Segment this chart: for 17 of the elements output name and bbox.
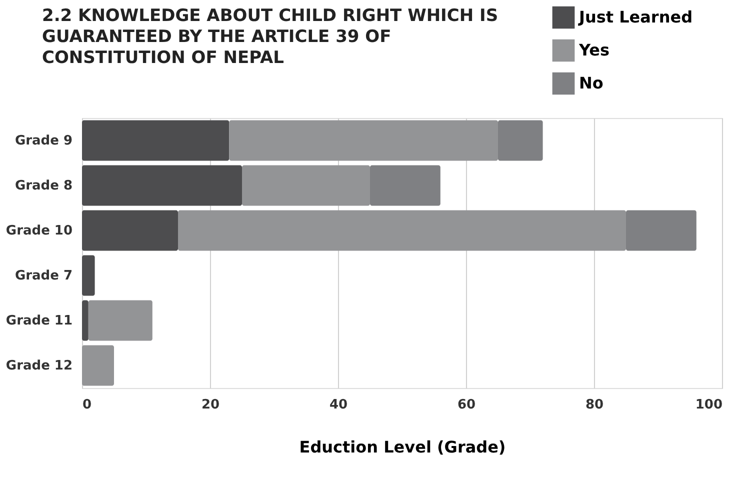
- x-tick-label: 0: [82, 398, 92, 412]
- x-tick-label: 80: [585, 398, 604, 412]
- legend-label: Just Learned: [578, 8, 693, 26]
- legend-label: No: [579, 74, 604, 92]
- y-tick-label: Grade 9: [14, 134, 72, 148]
- x-tick-label: 20: [201, 398, 220, 412]
- y-tick-label: Grade 7: [14, 268, 72, 284]
- x-tick-label: 100: [695, 398, 722, 412]
- x-axis-title: Eduction Level (Grade): [299, 438, 506, 456]
- x-tick-label: 40: [329, 398, 348, 412]
- y-tick-label: Grade 8: [14, 178, 72, 194]
- x-tick-label: 60: [457, 398, 476, 412]
- y-tick-label: Grade 10: [6, 224, 72, 238]
- chart-title: 2.2 KNOWLEDGE ABOUT CHILD RIGHT WHICH IS GUARANTEED BY THE ARTICLE 39 OF CONSTITUTION OF NEPAL: [42, 6, 498, 68]
- y-tick-label: Grade 12: [6, 358, 72, 374]
- legend-label: Yes: [578, 40, 610, 60]
- y-tick-label: Grade 11: [6, 314, 72, 328]
